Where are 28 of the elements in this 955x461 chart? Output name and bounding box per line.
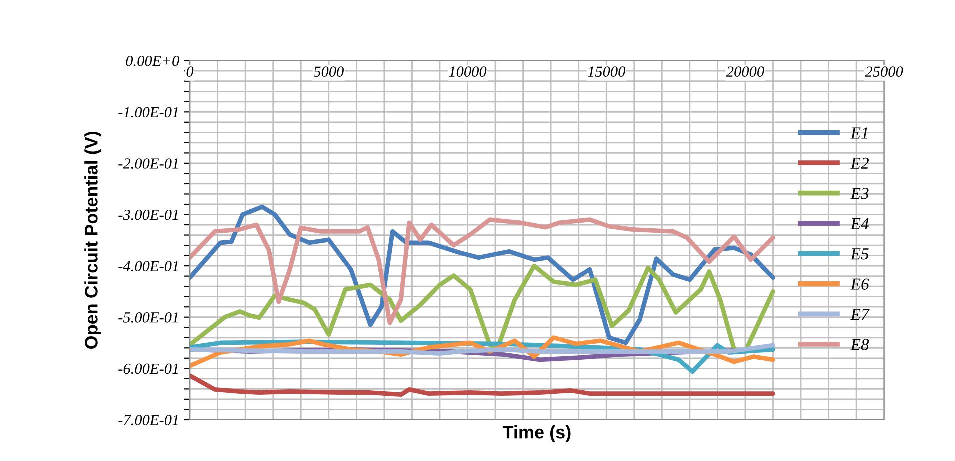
y-axis-title: Open Circuit Potential (V) (84, 132, 102, 350)
x-tick-label: 0 (186, 66, 194, 77)
y-tick-label: -4.00E-01 (118, 261, 178, 272)
y-tick-label: -1.00E-01 (118, 107, 178, 118)
legend-label: E7 (850, 309, 870, 320)
y-tick-label: -5.00E-01 (118, 312, 178, 323)
x-tick-label: 10000 (449, 66, 487, 77)
line-series (190, 343, 776, 356)
line-series (190, 218, 776, 326)
x-tick-label: 15000 (588, 66, 626, 77)
y-tick-label: -2.00E-01 (118, 158, 178, 169)
legend-label: E1 (850, 128, 868, 139)
y-tick-label: 0.00E+0 (126, 56, 180, 66)
legend-label: E8 (850, 339, 870, 350)
line-series (190, 374, 776, 398)
x-tick-label: 25000 (865, 66, 904, 77)
legend-label: E2 (850, 158, 869, 169)
legend-label: E6 (850, 278, 870, 290)
legend-label: E5 (850, 248, 869, 260)
y-tick-label: -7.00E-01 (118, 415, 178, 426)
x-tick-label: 5000 (314, 66, 344, 77)
legend-label: E3 (850, 188, 869, 200)
x-tick-label: 20000 (726, 66, 764, 77)
line-series (190, 204, 776, 346)
y-tick-label: -6.00E-01 (118, 364, 178, 374)
y-tick-label: -3.00E-01 (118, 210, 178, 220)
legend-label: E4 (850, 218, 869, 230)
x-axis-title: Time (s) (502, 426, 571, 442)
